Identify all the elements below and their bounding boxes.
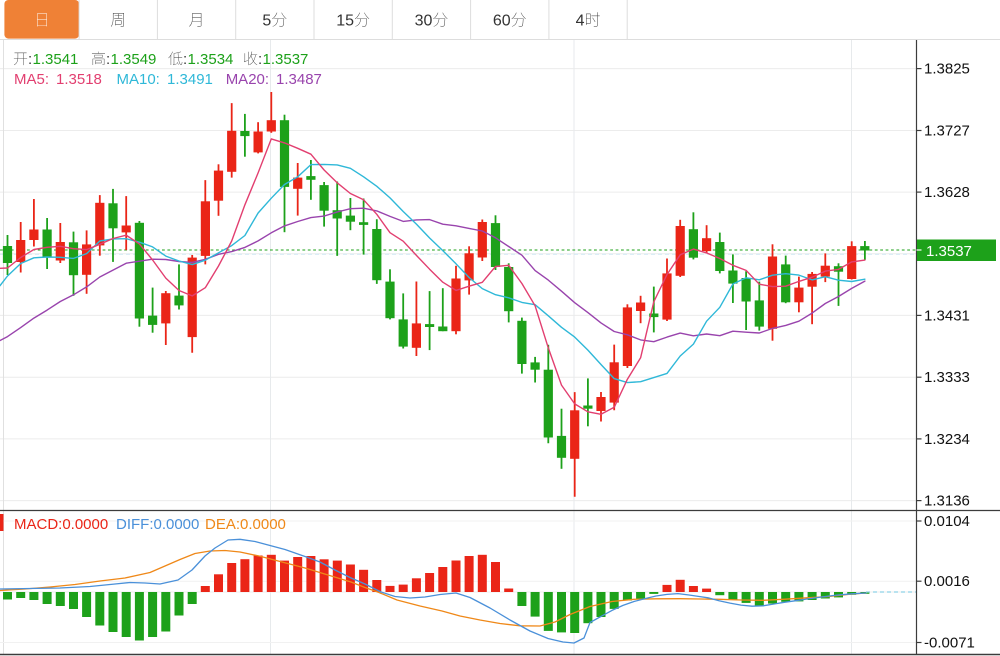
svg-text:1.3534: 1.3534 [188, 51, 234, 68]
svg-text:1.3537: 1.3537 [263, 51, 309, 68]
svg-text:1.3136: 1.3136 [924, 493, 970, 510]
svg-text:1.3431: 1.3431 [924, 307, 970, 324]
svg-text:0.0104: 0.0104 [924, 513, 970, 530]
svg-text:DEA:0.0000: DEA:0.0000 [205, 516, 286, 533]
svg-text:MACD:0.0000: MACD:0.0000 [14, 516, 108, 533]
svg-text:MA5:: MA5: [14, 71, 49, 88]
svg-text:1.3518: 1.3518 [56, 71, 102, 88]
svg-text::: : [28, 51, 32, 68]
svg-text:4: 4 [576, 13, 585, 30]
svg-text:1.3537: 1.3537 [926, 243, 972, 260]
svg-text:15: 15 [336, 13, 354, 30]
svg-text::: : [106, 51, 110, 68]
svg-text:1.3541: 1.3541 [33, 51, 79, 68]
svg-text:1.3491: 1.3491 [167, 71, 213, 88]
svg-text:5: 5 [262, 13, 271, 30]
svg-text:1.3825: 1.3825 [924, 61, 970, 78]
svg-text:1.3234: 1.3234 [924, 431, 970, 448]
svg-text:1.3549: 1.3549 [111, 51, 157, 68]
svg-text::: : [258, 51, 262, 68]
svg-text:1.3487: 1.3487 [276, 71, 322, 88]
svg-text:0.0016: 0.0016 [924, 573, 970, 590]
svg-text::: : [183, 51, 187, 68]
svg-text:-0.0071: -0.0071 [924, 635, 975, 652]
svg-text:1.3628: 1.3628 [924, 184, 970, 201]
svg-text:DIFF:0.0000: DIFF:0.0000 [116, 516, 199, 533]
svg-text:1.3727: 1.3727 [924, 123, 970, 140]
svg-text:60: 60 [493, 13, 511, 30]
svg-text:MA10:: MA10: [117, 71, 160, 88]
svg-text:1.3333: 1.3333 [924, 369, 970, 386]
svg-text:MA20:: MA20: [226, 71, 269, 88]
svg-text:30: 30 [415, 13, 433, 30]
